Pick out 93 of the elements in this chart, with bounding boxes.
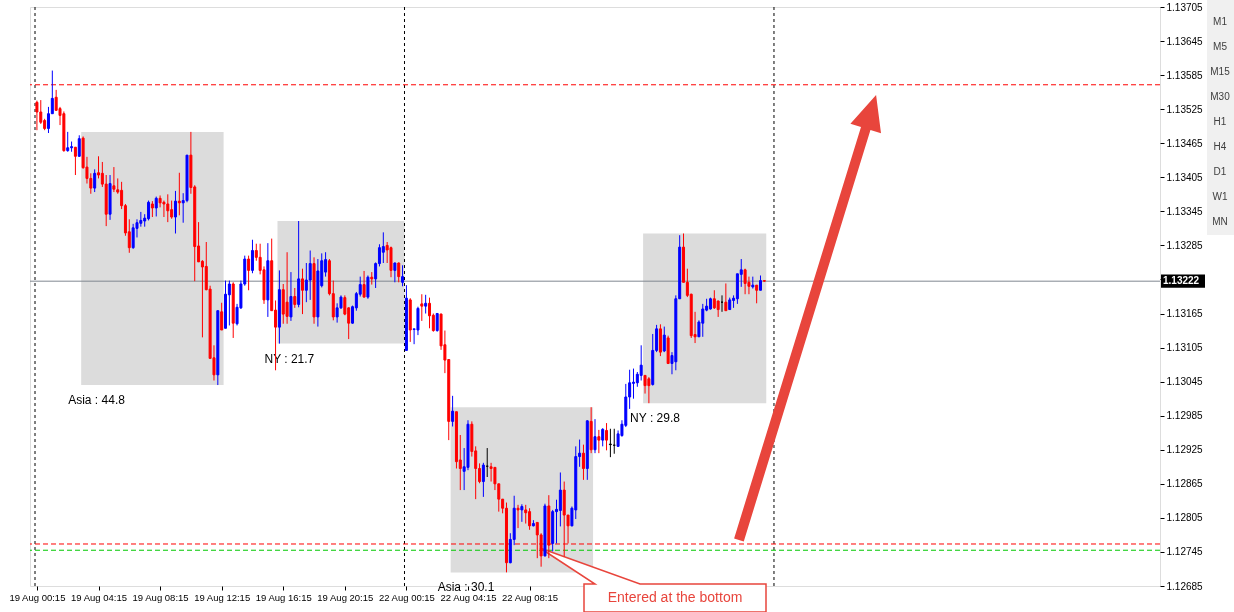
candlestick	[397, 261, 401, 283]
candlestick	[401, 264, 405, 287]
candlestick	[35, 100, 39, 131]
y-tick-label: 1.13465	[1166, 137, 1204, 149]
candlestick	[451, 395, 455, 427]
text: M30	[1210, 91, 1231, 102]
candlestick	[593, 418, 597, 454]
candlestick	[701, 303, 705, 338]
candlestick	[73, 146, 77, 176]
candlestick	[131, 223, 135, 250]
candlestick	[77, 134, 81, 158]
y-tick-label: 1.12865	[1166, 478, 1204, 490]
y-tick-label: 1.12745	[1166, 546, 1204, 558]
candlestick	[250, 239, 254, 274]
candlestick	[300, 268, 304, 315]
candlestick	[516, 504, 520, 529]
candlestick	[428, 297, 431, 329]
candlestick	[662, 326, 666, 353]
y-tick-label: 1.13405	[1166, 171, 1204, 183]
candlestick	[601, 427, 605, 447]
candlestick	[362, 270, 366, 299]
y-tick-label: 1.13345	[1166, 205, 1204, 217]
candlestick	[227, 280, 231, 326]
candlestick	[658, 323, 662, 357]
text: H1	[1213, 116, 1227, 127]
candlestick	[743, 268, 747, 295]
text: W1	[1212, 191, 1228, 202]
x-tick-label: 22 Aug 08:15	[502, 591, 559, 603]
candlestick	[170, 200, 174, 220]
text: Entered at the bottom	[607, 589, 743, 605]
x-tick-label: 19 Aug 00:15	[9, 591, 66, 603]
candlestick	[608, 428, 612, 458]
text: H4	[1213, 141, 1227, 152]
band-label: Asia : 44.8	[68, 393, 126, 408]
candlestick	[166, 193, 170, 223]
x-tick-label: 19 Aug 16:15	[255, 591, 312, 603]
candlestick	[605, 422, 609, 451]
candlestick	[597, 429, 601, 454]
band-label: NY : 29.8	[630, 411, 681, 426]
candlestick	[177, 172, 181, 216]
candlestick	[712, 289, 716, 310]
candlestick	[247, 255, 251, 291]
y-tick-label: 1.13645	[1166, 35, 1204, 47]
candlestick	[558, 471, 562, 527]
text: M5	[1213, 41, 1228, 52]
candlestick	[639, 344, 643, 382]
y-tick-label: 1.13165	[1166, 308, 1204, 320]
candlestick	[631, 368, 635, 400]
y-tick-label: 1.13105	[1166, 342, 1204, 354]
candlestick	[289, 271, 293, 322]
y-tick-label: 1.12805	[1166, 512, 1204, 524]
candlestick	[220, 302, 224, 331]
candlestick	[66, 131, 70, 153]
candlestick	[93, 168, 97, 193]
text: M1	[1213, 16, 1228, 27]
x-tick-label: 19 Aug 12:15	[194, 591, 251, 603]
candlestick	[285, 251, 289, 325]
candlestick	[524, 504, 528, 525]
x-tick-label: 19 Aug 20:15	[317, 591, 374, 603]
candlestick	[304, 262, 308, 303]
y-tick-label: 1.13525	[1166, 103, 1204, 115]
y-tick-label: 1.13705	[1166, 1, 1204, 13]
y-tick-label: 1.13585	[1166, 69, 1204, 81]
text: M15	[1210, 66, 1231, 77]
candlestick	[308, 250, 312, 301]
candlestick	[366, 275, 370, 300]
candlestick	[381, 231, 385, 264]
y-tick-label: 1.13045	[1166, 376, 1204, 388]
candlestick	[581, 444, 585, 481]
text: MN	[1212, 216, 1228, 227]
text: D1	[1213, 166, 1227, 177]
candlestick	[389, 246, 393, 278]
x-tick-label: 19 Aug 08:15	[132, 591, 189, 603]
candlestick	[154, 196, 158, 217]
candlestick	[393, 261, 397, 283]
ref-line-label: 1.13222	[1163, 275, 1200, 287]
candlestick	[481, 462, 485, 498]
y-tick-label: 1.13285	[1166, 239, 1204, 251]
y-tick-label: 1.12685	[1166, 580, 1204, 592]
candlestick	[420, 293, 424, 322]
x-tick-label: 19 Aug 04:15	[71, 591, 128, 603]
candlestick	[724, 282, 728, 312]
candlestick	[647, 376, 651, 404]
x-tick-label: 22 Aug 00:15	[378, 591, 435, 603]
candlestick	[293, 287, 297, 309]
candlestick	[112, 166, 116, 193]
candlestick	[520, 503, 524, 523]
y-tick-label: 1.12925	[1166, 444, 1204, 456]
candlestick	[755, 284, 759, 304]
y-tick-label: 1.12985	[1166, 410, 1204, 422]
candlestick	[424, 294, 428, 315]
candlestick	[173, 190, 177, 234]
candlestick	[489, 462, 493, 483]
